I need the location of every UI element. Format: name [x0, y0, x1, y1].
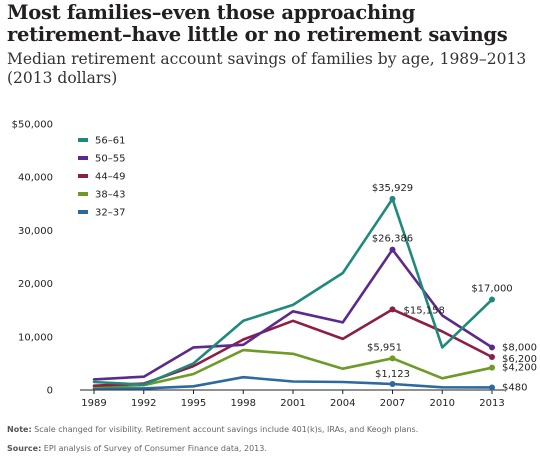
data-point-marker [489, 296, 495, 303]
data-point-marker [389, 195, 396, 202]
legend-label: 32–37 [95, 208, 125, 219]
source-text: EPI analysis of Survey of Consumer Finan… [41, 444, 267, 453]
y-tick-label: 0 [47, 386, 53, 397]
data-label: $5,951 [367, 342, 402, 353]
legend-label: 44–49 [95, 172, 125, 183]
data-label: $15,158 [404, 305, 445, 316]
x-tick-label: 1989 [81, 398, 106, 409]
chart-subtitle: Median retirement account savings of fam… [7, 50, 527, 87]
chart-source: Source: EPI analysis of Survey of Consum… [7, 444, 537, 453]
x-tick-label: 1998 [231, 398, 256, 409]
data-label: $6,200 [502, 354, 537, 365]
y-tick-label: 20,000 [18, 279, 53, 290]
legend-label: 56–61 [95, 136, 125, 147]
data-label: $480 [502, 382, 527, 393]
x-tick-label: 2007 [380, 398, 405, 409]
data-point-marker [389, 246, 396, 253]
x-tick-label: 1992 [131, 398, 156, 409]
data-label: $26,386 [372, 234, 413, 245]
y-tick-label: 10,000 [18, 332, 53, 343]
chart-note: Note: Scale changed for visibility. Reti… [7, 425, 537, 434]
y-tick-label: 40,000 [18, 173, 53, 184]
data-point-marker [389, 306, 396, 313]
series-line [92, 375, 494, 390]
data-label: $1,123 [375, 369, 410, 380]
data-label: $4,200 [502, 363, 537, 374]
x-tick-label: 2004 [330, 398, 355, 409]
note-label: Note: [7, 425, 32, 434]
series-line [92, 348, 494, 389]
source-label: Source: [7, 444, 42, 453]
data-label: $35,929 [372, 183, 413, 194]
data-point-marker [489, 384, 495, 391]
data-point-marker [489, 354, 495, 361]
x-tick-label: 2001 [280, 398, 305, 409]
data-label: $17,000 [471, 284, 512, 295]
y-tick-label: 30,000 [18, 226, 53, 237]
legend-label: 38–43 [95, 190, 125, 201]
data-point-marker [489, 364, 495, 371]
note-text: Scale changed for visibility. Retirement… [31, 425, 419, 434]
x-tick-label: 2010 [430, 398, 455, 409]
legend-label: 50–55 [95, 154, 125, 165]
data-label: $8,000 [502, 342, 537, 353]
series-line [92, 197, 494, 387]
series-line [92, 248, 494, 381]
data-point-marker [489, 344, 495, 351]
data-point-marker [389, 355, 396, 362]
y-tick-label: $50,000 [12, 120, 53, 131]
data-point-marker [389, 381, 396, 388]
x-tick-label: 1995 [181, 398, 206, 409]
chart-title: Most families–even those approaching ret… [7, 1, 508, 46]
x-tick-label: 2013 [479, 398, 504, 409]
